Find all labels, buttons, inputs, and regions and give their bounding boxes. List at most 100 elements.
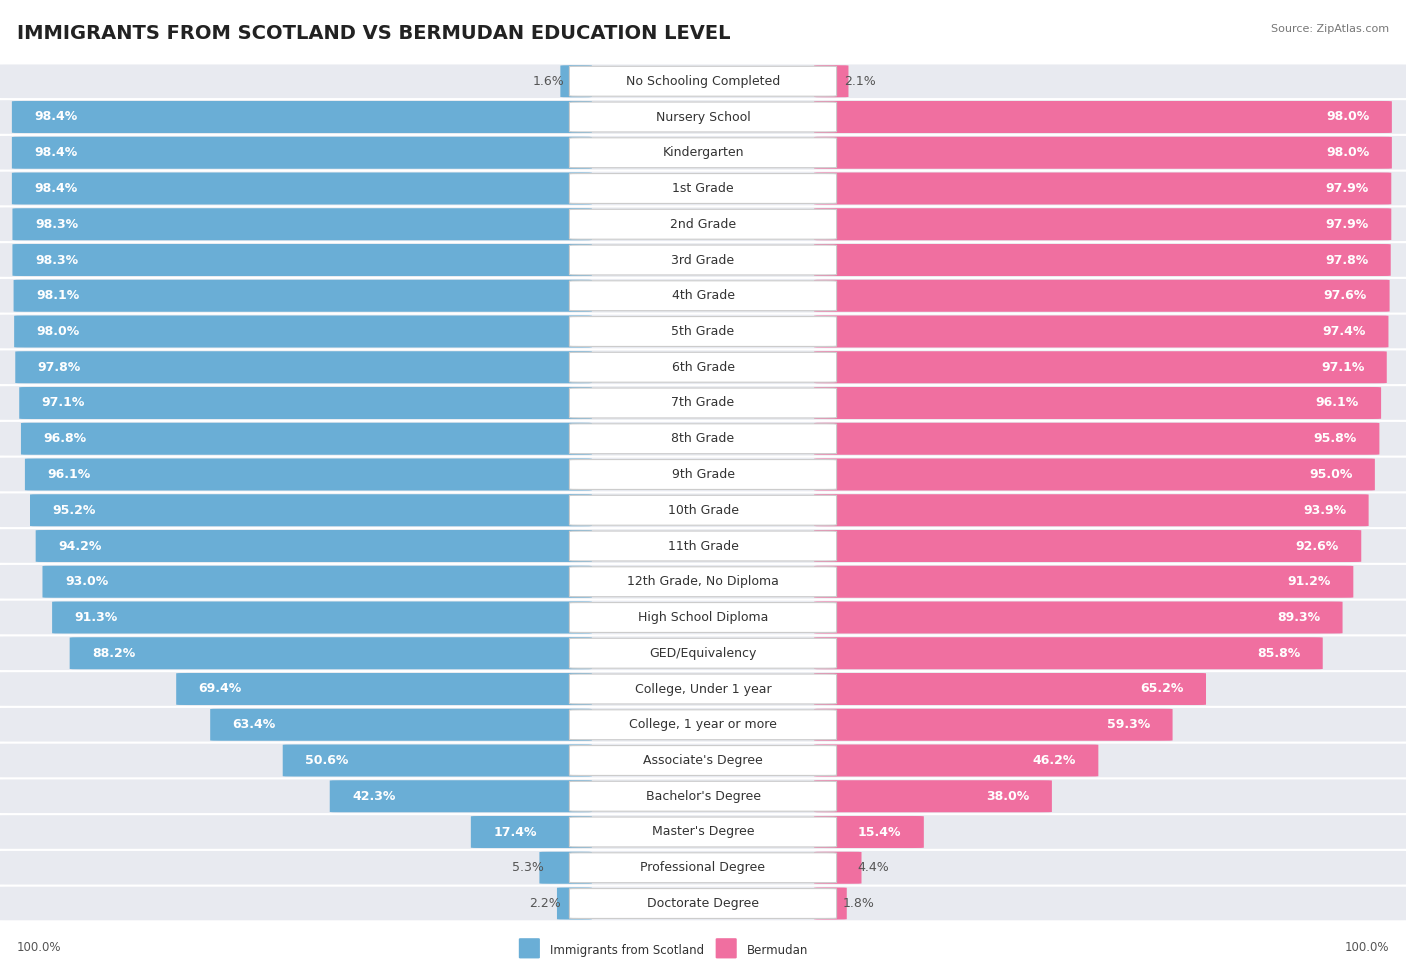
FancyBboxPatch shape xyxy=(0,708,1406,742)
FancyBboxPatch shape xyxy=(0,815,1406,849)
FancyBboxPatch shape xyxy=(814,709,1173,741)
FancyBboxPatch shape xyxy=(814,602,1343,634)
FancyBboxPatch shape xyxy=(0,851,1406,884)
FancyBboxPatch shape xyxy=(569,281,837,311)
Text: 98.0%: 98.0% xyxy=(1326,110,1369,124)
FancyBboxPatch shape xyxy=(30,494,592,526)
FancyBboxPatch shape xyxy=(11,173,592,205)
FancyBboxPatch shape xyxy=(0,779,1406,813)
Text: 97.1%: 97.1% xyxy=(1320,361,1364,373)
Text: Master's Degree: Master's Degree xyxy=(652,826,754,838)
Text: 97.4%: 97.4% xyxy=(1323,325,1367,338)
FancyBboxPatch shape xyxy=(569,853,837,882)
Text: College, Under 1 year: College, Under 1 year xyxy=(634,682,772,695)
FancyBboxPatch shape xyxy=(569,352,837,382)
Text: 50.6%: 50.6% xyxy=(305,754,349,767)
FancyBboxPatch shape xyxy=(13,209,592,240)
FancyBboxPatch shape xyxy=(814,101,1392,133)
Text: 98.0%: 98.0% xyxy=(37,325,80,338)
FancyBboxPatch shape xyxy=(35,530,592,562)
FancyBboxPatch shape xyxy=(569,781,837,811)
Text: 1.8%: 1.8% xyxy=(842,897,875,910)
FancyBboxPatch shape xyxy=(569,674,837,704)
Text: 92.6%: 92.6% xyxy=(1295,539,1339,553)
FancyBboxPatch shape xyxy=(0,672,1406,706)
Text: 8th Grade: 8th Grade xyxy=(672,432,734,446)
FancyBboxPatch shape xyxy=(557,887,592,919)
FancyBboxPatch shape xyxy=(0,886,1406,920)
Text: 95.8%: 95.8% xyxy=(1313,432,1357,446)
FancyBboxPatch shape xyxy=(540,852,592,883)
FancyBboxPatch shape xyxy=(0,208,1406,241)
Text: 97.9%: 97.9% xyxy=(1326,217,1369,231)
Text: 4th Grade: 4th Grade xyxy=(672,290,734,302)
Text: 95.0%: 95.0% xyxy=(1309,468,1353,481)
FancyBboxPatch shape xyxy=(569,388,837,418)
FancyBboxPatch shape xyxy=(11,136,592,169)
Text: 15.4%: 15.4% xyxy=(858,826,901,838)
Text: 12th Grade, No Diploma: 12th Grade, No Diploma xyxy=(627,575,779,588)
FancyBboxPatch shape xyxy=(0,386,1406,420)
FancyBboxPatch shape xyxy=(52,602,592,634)
FancyBboxPatch shape xyxy=(569,817,837,847)
FancyBboxPatch shape xyxy=(814,673,1206,705)
Text: 3rd Grade: 3rd Grade xyxy=(672,254,734,266)
FancyBboxPatch shape xyxy=(0,315,1406,348)
FancyBboxPatch shape xyxy=(814,816,924,848)
Text: Professional Degree: Professional Degree xyxy=(641,861,765,875)
FancyBboxPatch shape xyxy=(0,493,1406,527)
Text: 97.8%: 97.8% xyxy=(38,361,82,373)
FancyBboxPatch shape xyxy=(569,888,837,918)
FancyBboxPatch shape xyxy=(569,66,837,97)
Text: 88.2%: 88.2% xyxy=(93,646,135,660)
FancyBboxPatch shape xyxy=(20,387,592,419)
FancyBboxPatch shape xyxy=(209,709,592,741)
Text: 1.6%: 1.6% xyxy=(533,75,565,88)
Text: Doctorate Degree: Doctorate Degree xyxy=(647,897,759,910)
FancyBboxPatch shape xyxy=(176,673,592,705)
FancyBboxPatch shape xyxy=(814,65,848,98)
Text: 11th Grade: 11th Grade xyxy=(668,539,738,553)
FancyBboxPatch shape xyxy=(0,172,1406,206)
FancyBboxPatch shape xyxy=(0,100,1406,134)
Text: 10th Grade: 10th Grade xyxy=(668,504,738,517)
Text: 97.6%: 97.6% xyxy=(1324,290,1367,302)
FancyBboxPatch shape xyxy=(569,710,837,740)
FancyBboxPatch shape xyxy=(569,210,837,239)
FancyBboxPatch shape xyxy=(569,746,837,775)
Text: IMMIGRANTS FROM SCOTLAND VS BERMUDAN EDUCATION LEVEL: IMMIGRANTS FROM SCOTLAND VS BERMUDAN EDU… xyxy=(17,24,730,43)
Text: Bachelor's Degree: Bachelor's Degree xyxy=(645,790,761,802)
FancyBboxPatch shape xyxy=(25,458,592,490)
Text: Bermudan: Bermudan xyxy=(747,944,808,957)
Text: 100.0%: 100.0% xyxy=(1344,941,1389,955)
Text: 97.8%: 97.8% xyxy=(1324,254,1368,266)
Text: 65.2%: 65.2% xyxy=(1140,682,1184,695)
Text: College, 1 year or more: College, 1 year or more xyxy=(628,719,778,731)
Text: 98.3%: 98.3% xyxy=(35,254,79,266)
FancyBboxPatch shape xyxy=(0,529,1406,563)
Text: 91.2%: 91.2% xyxy=(1288,575,1331,588)
FancyBboxPatch shape xyxy=(814,423,1379,454)
Text: 100.0%: 100.0% xyxy=(17,941,62,955)
FancyBboxPatch shape xyxy=(11,101,592,133)
FancyBboxPatch shape xyxy=(471,816,592,848)
Text: 4.4%: 4.4% xyxy=(858,861,889,875)
Text: 17.4%: 17.4% xyxy=(494,826,537,838)
Text: 1st Grade: 1st Grade xyxy=(672,182,734,195)
Text: Nursery School: Nursery School xyxy=(655,110,751,124)
Text: 97.1%: 97.1% xyxy=(42,397,86,410)
FancyBboxPatch shape xyxy=(330,780,592,812)
Text: 38.0%: 38.0% xyxy=(986,790,1029,802)
FancyBboxPatch shape xyxy=(70,638,592,669)
FancyBboxPatch shape xyxy=(0,243,1406,277)
Text: Immigrants from Scotland: Immigrants from Scotland xyxy=(550,944,704,957)
Text: 5.3%: 5.3% xyxy=(512,861,544,875)
Text: Kindergarten: Kindergarten xyxy=(662,146,744,159)
Text: 46.2%: 46.2% xyxy=(1032,754,1076,767)
FancyBboxPatch shape xyxy=(0,350,1406,384)
Text: 98.1%: 98.1% xyxy=(37,290,79,302)
Text: 98.4%: 98.4% xyxy=(34,182,77,195)
Text: 59.3%: 59.3% xyxy=(1107,719,1150,731)
FancyBboxPatch shape xyxy=(15,351,592,383)
FancyBboxPatch shape xyxy=(569,245,837,275)
